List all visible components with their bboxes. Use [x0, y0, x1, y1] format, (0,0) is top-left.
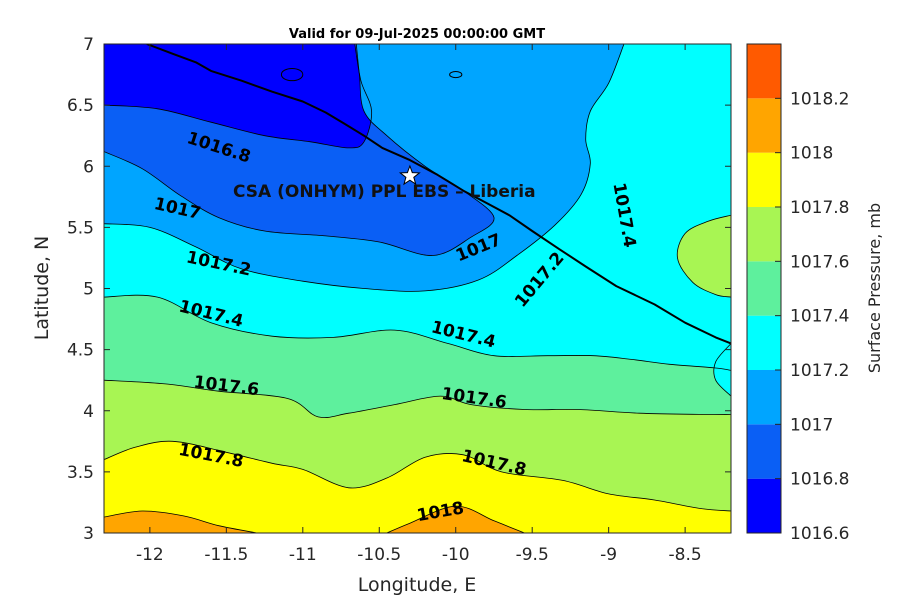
pressure-band-6 — [104, 510, 257, 533]
contour-line-1 — [104, 44, 495, 256]
pressure-band-5 — [104, 441, 731, 533]
chart-title: Valid for 09-Jul-2025 00:00:00 GMT — [289, 27, 545, 42]
y-tick-label: 4.5 — [67, 341, 94, 361]
colorbar-swatch-7 — [747, 98, 781, 153]
coastline-path — [146, 44, 731, 345]
contour-pocket-line-1 — [713, 343, 731, 397]
x-tick-label: -11 — [289, 545, 317, 565]
x-tick-label: -12 — [136, 545, 164, 565]
y-tick-label: 5 — [83, 280, 94, 300]
contour-line-6 — [104, 510, 257, 533]
pressure-fill-bands — [104, 44, 731, 533]
y-axis-label: Latitude, N — [31, 236, 53, 341]
x-tick-label: -9.5 — [516, 545, 549, 565]
colorbar-tick-label: 1017.8 — [790, 198, 849, 218]
colorbar-tick-label: 1017.6 — [790, 252, 849, 272]
y-tick-label: 4 — [83, 402, 94, 422]
colorbar-swatch-6 — [747, 152, 781, 207]
station-star-icon — [398, 164, 421, 186]
x-tick-label: -9 — [600, 545, 617, 565]
colorbar-swatch-5 — [747, 207, 781, 262]
colorbar-frame — [746, 43, 782, 534]
colorbar-tick-label: 1016.6 — [790, 524, 849, 544]
y-tick-label: 6.5 — [67, 96, 94, 116]
contour-lines — [104, 44, 731, 533]
lake-outline-1 — [449, 71, 463, 79]
colorbar-swatch-3 — [747, 315, 781, 370]
colorbar-swatch-4 — [747, 261, 781, 316]
station-marker: CSA (ONHYM) PPL EBS – Liberia — [233, 164, 536, 202]
contour-line-3 — [104, 294, 731, 371]
x-axis-ticks: -12 -11.5 -11 -10.5 -10 -9.5 -9 -8.5 — [136, 44, 702, 565]
y-tick-label: 5.5 — [67, 218, 94, 238]
colorbar-tick-label: 1017.4 — [790, 307, 849, 327]
y-tick-label: 7 — [83, 35, 94, 55]
colorbar-tick-label: 1016.8 — [790, 470, 849, 490]
contour-pocket-line-0 — [676, 214, 731, 298]
x-tick-label: -11.5 — [204, 545, 248, 565]
y-tick-label: 6 — [83, 157, 94, 177]
contour-line-7 — [386, 505, 525, 533]
plot-area — [104, 44, 731, 533]
colorbar: 1016.6 1016.8 1017 1017.2 1017.4 1017.6 1017.8… — [746, 43, 849, 544]
pressure-pocket-1 — [713, 343, 731, 397]
x-tick-label: -10 — [442, 545, 470, 565]
contour-line-2 — [104, 44, 625, 292]
colorbar-tick-label: 1017 — [790, 415, 833, 435]
contour-line-0 — [104, 44, 373, 149]
x-axis-label: Longitude, E — [358, 574, 477, 596]
contour-line-4 — [104, 379, 731, 419]
y-tick-label: 3 — [83, 524, 94, 544]
colorbar-tick-label: 1018.2 — [790, 89, 849, 109]
coastline — [146, 44, 731, 345]
colorbar-swatch-1 — [747, 424, 781, 479]
station-label: CSA (ONHYM) PPL EBS – Liberia — [233, 182, 536, 202]
lake-outline-0 — [280, 67, 304, 82]
colorbar-swatch-0 — [747, 478, 781, 533]
colorbar-swatch-8 — [747, 44, 781, 99]
y-axis-ticks: 3 3.5 4 4.5 5 5.5 6 6.5 7 — [67, 35, 731, 544]
colorbar-tick-label: 1018 — [790, 144, 833, 164]
y-tick-label: 3.5 — [67, 463, 94, 483]
colorbar-label: Surface Pressure, mb — [865, 203, 884, 373]
colorbar-swatch-2 — [747, 370, 781, 425]
contour-line-5 — [104, 440, 731, 512]
colorbar-tick-label: 1017.2 — [790, 361, 849, 381]
pressure-band-7 — [386, 506, 525, 533]
x-tick-label: -8.5 — [669, 545, 702, 565]
pressure-pocket-0 — [677, 215, 731, 298]
x-tick-label: -10.5 — [357, 545, 401, 565]
